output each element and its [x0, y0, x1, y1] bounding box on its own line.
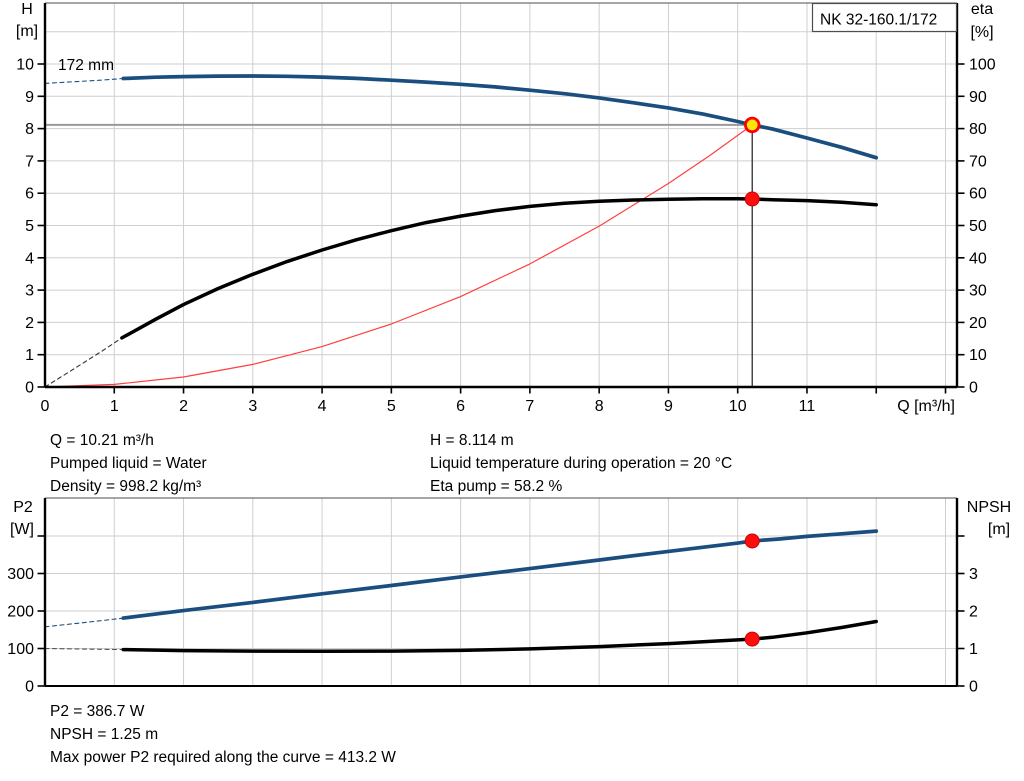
y-axis-title-left-unit: [W] [10, 521, 34, 538]
y-tick-label-right: 100 [969, 57, 996, 74]
x-tick-label: 1 [110, 398, 119, 415]
y-tick-label-right: 90 [969, 89, 987, 106]
power-curve [121, 529, 879, 620]
y-tick-label-left: 0 [25, 679, 34, 696]
pumped-liquid-value: Pumped liquid = Water [50, 455, 207, 473]
power-curve-dashed [44, 617, 124, 628]
y-tick-label-left: 100 [7, 641, 34, 658]
y-tick-label-left: 200 [7, 604, 34, 621]
x-axis-title: Q [m³/h] [897, 398, 955, 415]
y-tick-label-right: 2 [969, 604, 978, 621]
duty-info-right: H = 8.114 m Liquid temperature during op… [430, 429, 732, 499]
liquid-temperature-value: Liquid temperature during operation = 20… [430, 455, 733, 473]
head-curve [121, 74, 879, 160]
y-tick-label-right: 60 [969, 186, 987, 203]
y-tick-label-left: 0 [25, 380, 34, 397]
y-tick-label-left: 5 [25, 218, 34, 235]
pump-type-box [811, 2, 958, 33]
power-info: P2 = 386.7 W NPSH = 1.25 m Max power P2 … [50, 700, 396, 770]
y-tick-label-right: 20 [969, 315, 987, 332]
y-tick-label-right: 3 [969, 566, 978, 583]
y-axis-title-left-unit: [m] [16, 23, 38, 40]
efficiency-curve-dashed [44, 337, 123, 388]
max-power-value: Max power P2 required along the curve = … [50, 749, 396, 767]
y-tick-label-right: 70 [969, 153, 987, 170]
x-tick-label: 2 [179, 398, 188, 415]
x-tick-label: 5 [387, 398, 396, 415]
head-curve-dashed [44, 77, 124, 84]
flow-value: Q = 10.21 m³/h [50, 432, 154, 449]
pump-type-label: NK 32-160.1/172 [820, 12, 937, 29]
x-tick-label: 3 [248, 398, 257, 415]
y-axis-title-left: H [21, 1, 33, 18]
duty-point-marker[interactable] [744, 116, 761, 134]
y-tick-label-right: 80 [969, 121, 987, 138]
y-tick-label-left: 1 [25, 347, 34, 364]
x-tick-label: 8 [595, 398, 604, 415]
npsh-curve [121, 619, 878, 654]
x-tick-label: 0 [41, 398, 50, 415]
y-tick-label-left: 9 [25, 89, 34, 106]
density-value: Density = 998.2 kg/m³ [50, 478, 202, 496]
y-axis-title-right-unit: [%] [970, 24, 993, 41]
y-tick-label-left: 3 [25, 283, 34, 300]
eta-pump-value: Eta pump = 58.2 % [430, 478, 563, 496]
npsh-curve-dashed [44, 647, 124, 651]
impeller-diameter-label: 172 mm [58, 57, 114, 74]
y-axis-title-right: eta [971, 1, 993, 18]
duty-point-efficiency-marker[interactable] [744, 191, 760, 207]
npsh-value: NPSH = 1.25 m [50, 726, 159, 744]
y-tick-label-right: 50 [969, 218, 987, 235]
y-tick-label-left: 7 [25, 153, 34, 170]
duty-point-npsh-marker[interactable] [744, 631, 760, 647]
y-tick-label-left: 10 [16, 57, 34, 74]
y-tick-label-left: 2 [25, 315, 34, 332]
y-tick-label-left: 4 [25, 250, 34, 267]
y-tick-label-left: 300 [7, 566, 34, 583]
efficiency-curve [120, 196, 878, 340]
y-tick-label-right: 30 [969, 283, 987, 300]
y-tick-label-right: 10 [969, 347, 987, 364]
x-tick-label: 4 [318, 398, 327, 415]
x-tick-label: 7 [525, 398, 534, 415]
y-tick-label-right: 0 [969, 380, 978, 397]
y-axis-title-right-unit: [m] [988, 521, 1010, 538]
y-tick-label-left: 6 [25, 186, 34, 203]
x-tick-label: 10 [729, 398, 747, 415]
y-tick-label-right: 40 [969, 250, 987, 267]
duty-point-power-marker[interactable] [744, 533, 760, 549]
x-tick-label: 11 [799, 398, 816, 415]
head-value: H = 8.114 m [430, 432, 514, 449]
power-npsh-chart: 0 100 200 300 0 1 2 3 P2 [W] NPSH [m] [7, 497, 1011, 696]
y-tick-label-left: 8 [25, 121, 34, 138]
y-axis-title-right: NPSH [967, 499, 1011, 516]
y-axis-title-left: P2 [13, 499, 33, 516]
y-tick-label-right: 1 [969, 641, 978, 658]
x-tick-label: 9 [664, 398, 673, 415]
duty-info-left: Q = 10.21 m³/h Pumped liquid = Water Den… [50, 429, 207, 499]
y-tick-label-right: 0 [969, 679, 978, 696]
x-tick-label: 6 [456, 398, 465, 415]
system-curve [44, 124, 753, 388]
p2-value: P2 = 386.7 W [50, 703, 145, 720]
